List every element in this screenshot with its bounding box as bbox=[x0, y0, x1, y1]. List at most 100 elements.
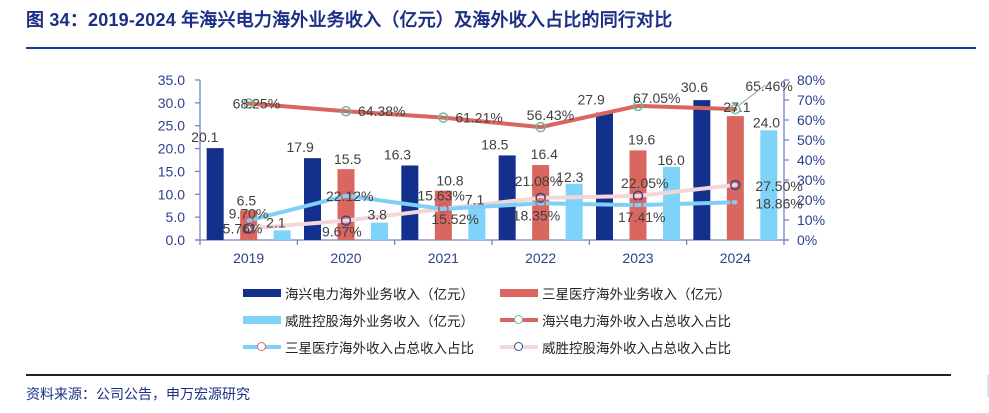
x-tick-label: 2020 bbox=[330, 250, 361, 266]
bar-haixing bbox=[693, 100, 711, 240]
line-samsung-share bbox=[246, 193, 738, 223]
legend-item-weisheng-line: 威胜控股海外收入占总收入占比 bbox=[500, 337, 731, 357]
line-weisheng-share-marker bbox=[535, 192, 546, 204]
bar-haixing bbox=[206, 148, 224, 240]
line-samsung-share-marker bbox=[340, 190, 352, 202]
axes: 0.0 5.0 10.0 15.0 20.0 25.0 30.0 35.0 0% 10% 20% 30… bbox=[158, 72, 825, 266]
legend-swatch-samsung-line bbox=[243, 340, 281, 354]
line-data-label: 9.67% bbox=[322, 224, 362, 240]
line-data-label: 64.38% bbox=[358, 103, 405, 119]
legend-label: 三星医疗海外业务收入（亿元） bbox=[542, 287, 731, 302]
line-haixing-share-marker bbox=[535, 121, 546, 133]
legend-item-haixing-bar: 海兴电力海外业务收入（亿元） bbox=[243, 283, 474, 303]
right-tick-label: 40% bbox=[797, 152, 825, 168]
left-tick-label: 20.0 bbox=[158, 141, 185, 157]
left-tick-label: 25.0 bbox=[158, 118, 185, 134]
bar-samsung bbox=[726, 116, 744, 240]
line-samsung-share-marker bbox=[632, 199, 644, 211]
line-data-label: 9.70% bbox=[229, 206, 269, 222]
line-data-label: 15.63% bbox=[417, 188, 464, 204]
legend-swatch-samsung-bar bbox=[500, 286, 538, 300]
line-data-label: 22.12% bbox=[326, 188, 373, 204]
line-weisheng-share-marker bbox=[243, 223, 254, 234]
legend-label: 海兴电力海外业务收入（亿元） bbox=[285, 287, 474, 302]
bar-weisheng bbox=[760, 130, 778, 240]
legend-item-samsung-line: 三星医疗海外收入占总收入占比 bbox=[243, 337, 474, 357]
right-tick-label: 10% bbox=[797, 212, 825, 228]
line-haixing-share-marker bbox=[243, 98, 254, 109]
line-data-label: 65.46% bbox=[745, 78, 792, 94]
legend-label: 威胜控股海外收入占总收入占比 bbox=[542, 341, 731, 356]
left-tick-label: 15.0 bbox=[158, 163, 185, 179]
line-weisheng-share-marker bbox=[340, 215, 352, 226]
line-data-label: 27.50% bbox=[755, 178, 802, 194]
legend-swatch-weisheng-bar bbox=[243, 313, 281, 327]
bar-data-label: 2.1 bbox=[266, 214, 286, 230]
bar-weisheng bbox=[273, 230, 291, 240]
line-data-label: 18.86% bbox=[755, 195, 802, 211]
line-haixing-share-marker bbox=[632, 100, 644, 112]
right-tick-label: 70% bbox=[797, 92, 825, 108]
legend-label: 海兴电力海外收入占总收入占比 bbox=[542, 314, 731, 329]
figure-title: 图 34：2019-2024 年海兴电力海外业务收入（亿元）及海外收入占比的同行… bbox=[26, 10, 673, 30]
lines bbox=[243, 98, 741, 234]
left-tick-label: 35.0 bbox=[158, 72, 185, 88]
line-data-label: 5.76% bbox=[223, 220, 263, 236]
x-tick-label: 2023 bbox=[622, 250, 653, 266]
line-haixing-share-marker bbox=[730, 103, 741, 115]
line-samsung-share-marker bbox=[438, 203, 449, 215]
bar-data-label: 15.5 bbox=[334, 151, 361, 167]
line-haixing-share-marker bbox=[340, 105, 352, 117]
right-tick-label: 30% bbox=[797, 172, 825, 188]
right-tick-label: 20% bbox=[797, 192, 825, 208]
bar-data-label: 27.1 bbox=[723, 99, 750, 115]
right-tick-label: 60% bbox=[797, 112, 825, 128]
left-tick-label: 5.0 bbox=[166, 209, 186, 225]
right-tick-label: 80% bbox=[797, 72, 825, 88]
left-tick-label: 30.0 bbox=[158, 95, 185, 111]
bar-data-label: 20.1 bbox=[191, 129, 218, 145]
line-data-label: 68.25% bbox=[233, 96, 280, 112]
bar-data-label: 6.5 bbox=[237, 192, 257, 208]
combo-chart: 0.0 5.0 10.0 15.0 20.0 25.0 30.0 35.0 0% 10% 20% 30… bbox=[158, 72, 825, 266]
x-tick-label: 2024 bbox=[720, 250, 751, 266]
bar-data-label: 27.9 bbox=[578, 91, 605, 107]
bar-weisheng bbox=[468, 207, 486, 240]
bar-data-label: 18.5 bbox=[481, 136, 508, 152]
line-data-label: 15.52% bbox=[431, 211, 478, 227]
left-tick-label: 0.0 bbox=[166, 232, 186, 248]
legend-label: 三星医疗海外收入占总收入占比 bbox=[285, 341, 474, 356]
line-data-label: 56.43% bbox=[527, 107, 574, 123]
line-samsung-share-marker bbox=[535, 198, 546, 209]
bar-data-label: 19.6 bbox=[628, 131, 655, 147]
right-tick-label: 0% bbox=[797, 232, 817, 248]
bar-data-label: 16.3 bbox=[384, 146, 411, 162]
legend-swatch-haixing-bar bbox=[243, 286, 281, 300]
line-weisheng-share-marker bbox=[730, 179, 741, 191]
x-tick-label: 2022 bbox=[525, 250, 556, 266]
bar-data-label: 16.4 bbox=[531, 146, 558, 162]
right-tick-label: 50% bbox=[797, 132, 825, 148]
x-tick-label: 2021 bbox=[428, 250, 459, 266]
line-data-label: 17.41% bbox=[618, 209, 665, 225]
legend-swatch-weisheng-line bbox=[500, 340, 538, 354]
bar-data-label: 24.0 bbox=[753, 114, 780, 130]
line-haixing-share-marker bbox=[438, 112, 449, 123]
bar-weisheng bbox=[565, 183, 583, 240]
bar-data-label: 7.1 bbox=[465, 192, 485, 208]
data-labels: 20.1 17.9 16.3 18.5 27.9 30.6 6.5 15.5 10.8 16.4 1… bbox=[191, 78, 803, 240]
legend-item-weisheng-bar: 威胜控股海外业务收入（亿元） bbox=[243, 310, 474, 330]
line-samsung-share-marker bbox=[243, 215, 254, 226]
bar-data-label: 30.6 bbox=[681, 79, 708, 95]
bar-haixing bbox=[498, 155, 516, 240]
x-tick-label: 2019 bbox=[233, 250, 264, 266]
line-data-label: 18.35% bbox=[513, 207, 560, 223]
left-tick-label: 10.0 bbox=[158, 186, 185, 202]
line-data-label: 22.05% bbox=[621, 175, 668, 191]
line-haixing-share bbox=[246, 101, 738, 130]
bar-data-label: 12.3 bbox=[556, 169, 583, 185]
bar-samsung bbox=[434, 190, 452, 240]
bar-data-label: 17.9 bbox=[287, 139, 314, 155]
line-data-label: 61.21% bbox=[455, 110, 502, 126]
page-edge-mark bbox=[987, 375, 989, 397]
